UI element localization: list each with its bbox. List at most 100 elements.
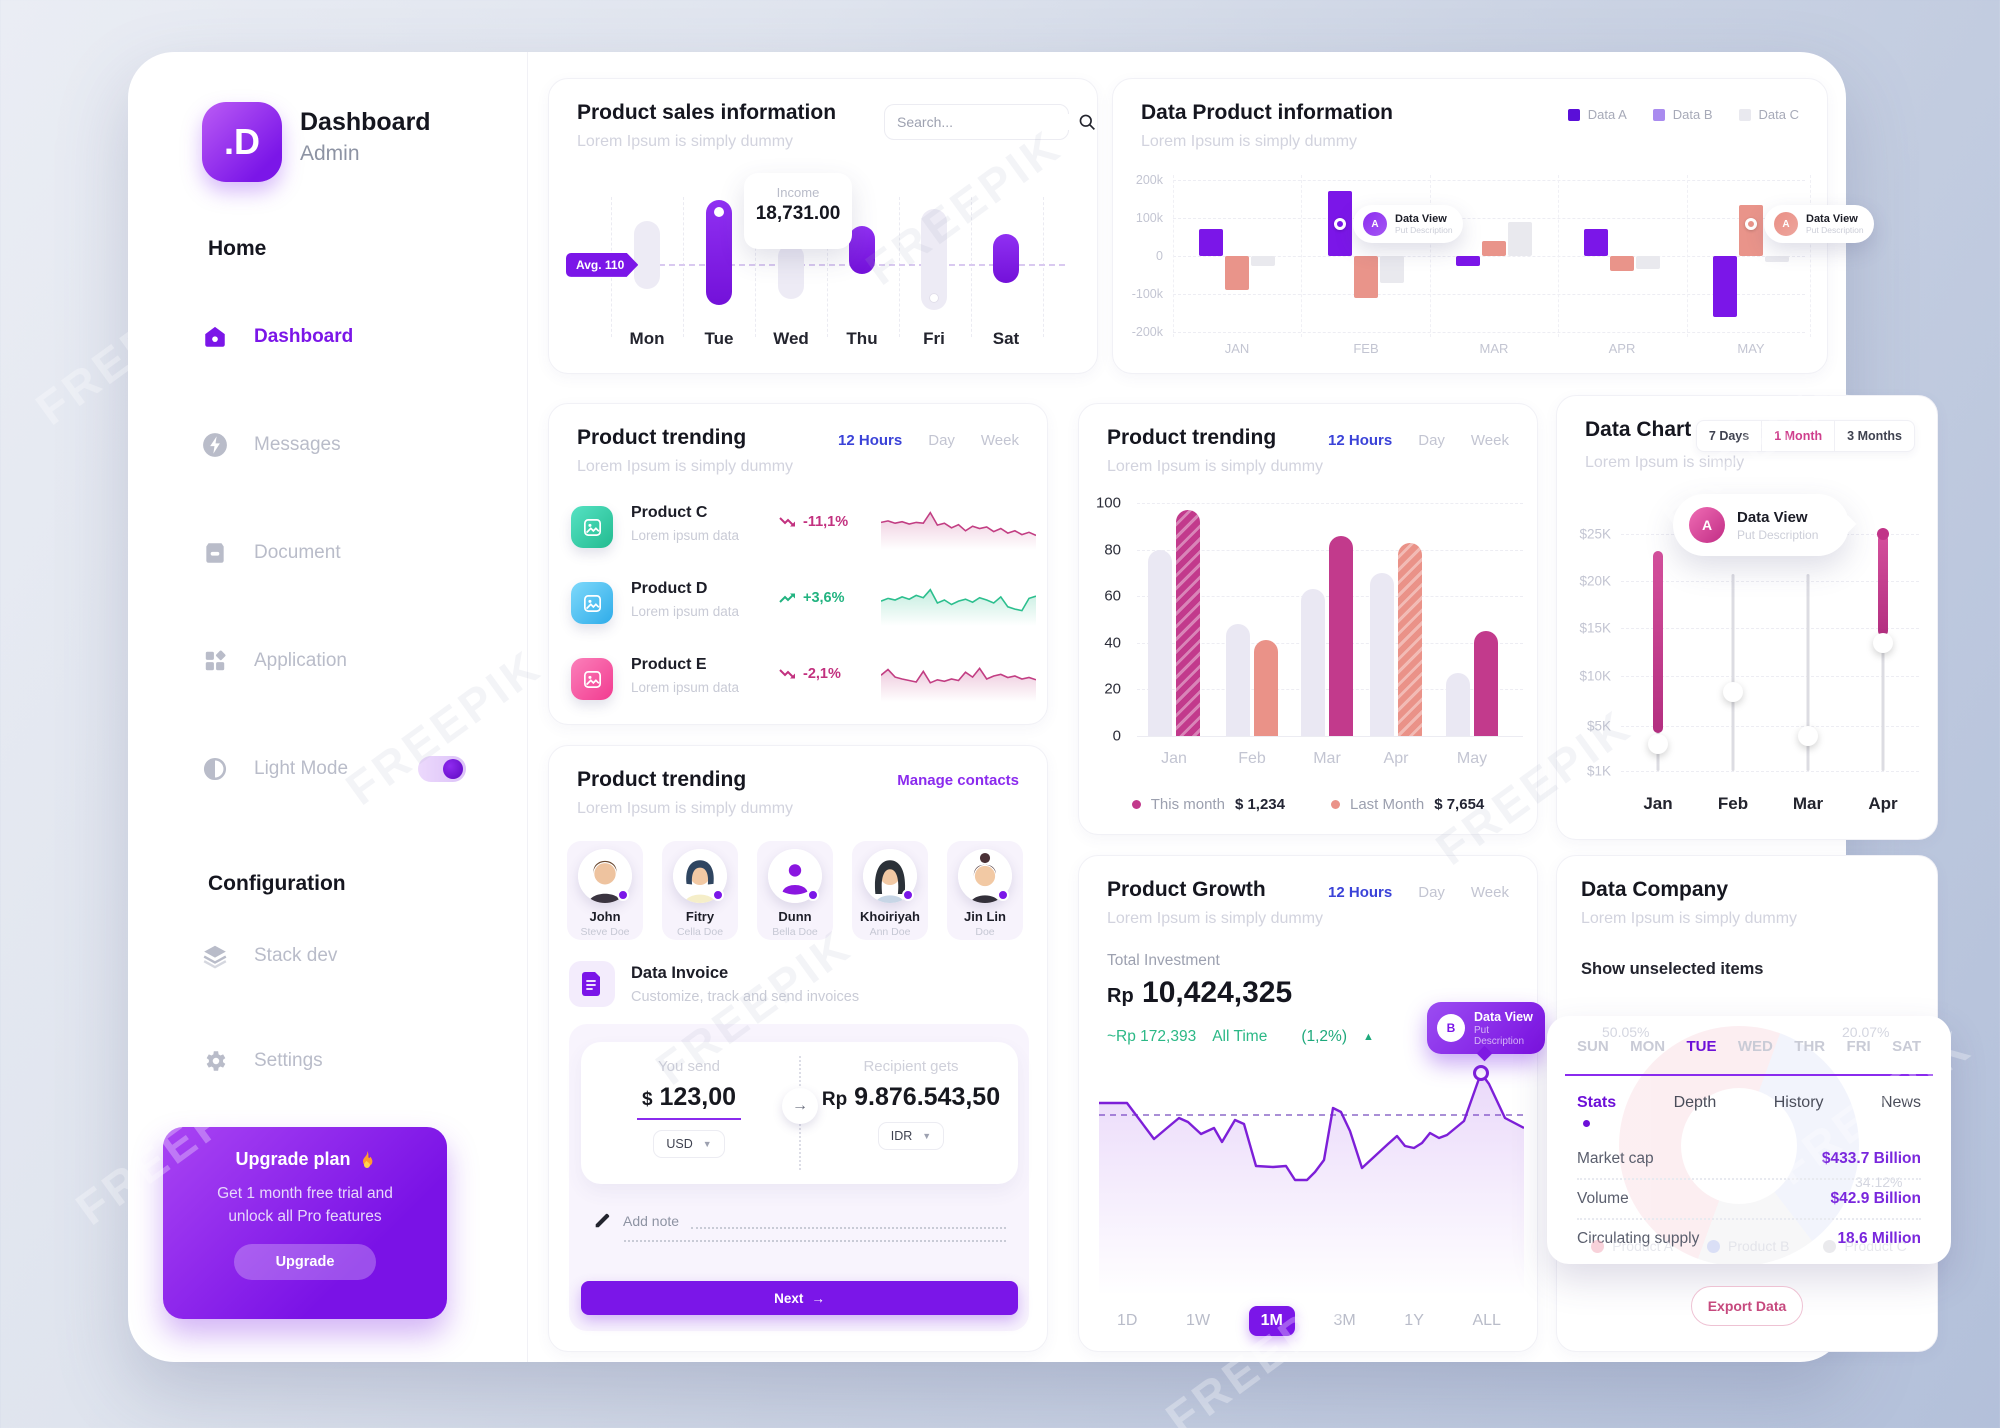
receive-currency-select[interactable]: IDR ▼ — [877, 1122, 945, 1150]
sidebar-item-stack-dev[interactable]: Stack dev — [202, 932, 502, 980]
weekday-tab-fri[interactable]: FRI — [1846, 1038, 1871, 1055]
gridline — [1137, 503, 1523, 504]
sidebar-item-messages[interactable]: Messages — [202, 421, 502, 469]
legend-value: $ 7,654 — [1434, 796, 1485, 813]
range-tab-1m[interactable]: 1M — [1248, 1306, 1295, 1336]
range-option-1-month[interactable]: 1 Month — [1761, 421, 1834, 451]
stats-tab-depth[interactable]: Depth — [1673, 1094, 1717, 1111]
contact-card-fitry[interactable]: Fitry Cella Doe — [662, 841, 738, 940]
lollipop-marker — [1723, 682, 1743, 702]
show-unselected-items-label[interactable]: Show unselected items — [1581, 960, 1764, 978]
bar-apr-data-a — [1584, 229, 1608, 256]
legend-label: This month — [1150, 796, 1225, 813]
stat-label: Market cap — [1577, 1150, 1654, 1167]
tooltip-title: Data View — [1806, 213, 1858, 225]
sidebar-item-light-mode[interactable]: Light Mode — [202, 745, 502, 793]
y-axis-label: 100k — [1135, 211, 1163, 225]
contact-name: Khoiriyah — [860, 909, 920, 924]
gridline — [1173, 332, 1805, 333]
sidebar-item-document[interactable]: Document — [202, 529, 502, 577]
bar-mar-highlight — [1329, 535, 1353, 736]
tooltip-subtitle: Put Description — [1474, 1024, 1525, 1047]
stat-value: $433.7 Billion — [1821, 1150, 1921, 1167]
range-tab-all[interactable]: ALL — [1472, 1312, 1501, 1329]
stats-tab-stats[interactable]: Stats — [1577, 1094, 1617, 1127]
trending-bars-tab-day[interactable]: Day — [1418, 432, 1445, 449]
card-subtitle: Lorem Ipsum is simply dummy — [1107, 458, 1324, 475]
manage-contacts-link[interactable]: Manage contacts — [897, 772, 1019, 789]
upgrade-plan-card: Upgrade plan Get 1 month free trial and … — [163, 1127, 447, 1319]
bar-may-data-b — [1739, 204, 1763, 256]
trending-list-tab-day[interactable]: Day — [928, 432, 955, 449]
send-amount[interactable]: $ 123,00 — [642, 1083, 736, 1111]
lollipop-marker — [1873, 632, 1893, 653]
weekday-tab-sun[interactable]: SUN — [1577, 1038, 1609, 1055]
gridline — [1137, 736, 1523, 737]
note-line[interactable] — [624, 1240, 1006, 1242]
trending-bars-tab-12-hours[interactable]: 12 Hours — [1328, 432, 1393, 449]
search-box[interactable] — [884, 104, 1095, 140]
product-list-item[interactable]: Product C Lorem ipsum data -11,1% — [549, 504, 1047, 560]
send-label: You send — [657, 1058, 720, 1075]
growth-tab-week[interactable]: Week — [1470, 884, 1509, 901]
contact-card-khoiriyah[interactable]: Khoiriyah Ann Doe — [852, 841, 928, 940]
range-tab-1w[interactable]: 1W — [1186, 1312, 1211, 1329]
sidebar-item-label: Document — [254, 542, 341, 563]
weekday-tab-sat[interactable]: SAT — [1892, 1038, 1921, 1055]
gridline — [1621, 581, 1919, 582]
trending-list-tab-week[interactable]: Week — [980, 432, 1019, 449]
search-icon[interactable] — [1078, 113, 1096, 131]
light-mode-toggle[interactable] — [418, 756, 466, 782]
trend-down-icon — [779, 667, 796, 681]
send-currency-select[interactable]: USD ▼ — [653, 1130, 725, 1158]
trending-list-tab-12-hours[interactable]: 12 Hours — [838, 432, 903, 449]
convert-arrow-button[interactable]: → — [782, 1088, 818, 1124]
range-option-3-months[interactable]: 3 Months — [1834, 421, 1914, 451]
growth-tab-day[interactable]: Day — [1418, 884, 1445, 901]
bar-apr-base — [1370, 572, 1394, 736]
divider — [1577, 1218, 1921, 1220]
growth-tab-12-hours[interactable]: 12 Hours — [1328, 884, 1393, 901]
range-option-7-days[interactable]: 7 Days — [1708, 429, 1750, 443]
sidebar-item-settings[interactable]: Settings — [202, 1037, 502, 1085]
bar-mar-data-a — [1456, 256, 1480, 266]
stat-row-circulating-supply: Circulating supply 18.6 Million — [1577, 1230, 1921, 1248]
range-tab-1d[interactable]: 1D — [1117, 1312, 1138, 1329]
contact-name: Jin Lin — [964, 909, 1006, 924]
sidebar-item-application[interactable]: Application — [202, 637, 502, 685]
product-description: Lorem ipsum data — [631, 680, 740, 695]
bar-may-base — [1446, 673, 1470, 736]
range-tab-1y[interactable]: 1Y — [1404, 1312, 1424, 1329]
note-line[interactable] — [691, 1213, 1006, 1229]
trending-bars-tab-week[interactable]: Week — [1470, 432, 1509, 449]
range-tab-3m[interactable]: 3M — [1333, 1312, 1356, 1329]
y-axis-label: 20 — [1104, 680, 1121, 698]
stat-row-market-cap: Market cap $433.7 Billion — [1577, 1150, 1921, 1168]
contact-card-jin-lin[interactable]: Jin Lin Doe — [947, 841, 1023, 940]
search-input[interactable] — [897, 114, 1078, 130]
upgrade-button[interactable]: Upgrade — [233, 1244, 377, 1280]
receive-column: Recipient gets Rp 9.876.543,50 IDR ▼ — [811, 1042, 1011, 1150]
product-list-item[interactable]: Product E Lorem ipsum data -2,1% — [549, 656, 1047, 712]
add-note-field[interactable]: Add note — [623, 1213, 680, 1229]
data-chart-card: Data Chart Lorem Ipsum is simply 7 Days 1… — [1556, 395, 1938, 840]
product-list-item[interactable]: Product D Lorem ipsum data +3,6% — [549, 580, 1047, 636]
export-data-button[interactable]: Export Data — [1691, 1286, 1803, 1326]
stats-tab-news[interactable]: News — [1880, 1094, 1921, 1111]
y-axis-label: $15K — [1579, 620, 1611, 636]
weekday-tab-mon[interactable]: MON — [1630, 1038, 1666, 1055]
sales-bar-wed — [778, 244, 804, 300]
product-name: Product C — [631, 504, 708, 521]
weekday-tab-thr[interactable]: THR — [1794, 1038, 1826, 1055]
next-button[interactable]: Next → — [581, 1281, 1018, 1315]
contact-card-dunn[interactable]: Dunn Bella Doe — [757, 841, 833, 940]
stats-tab-history[interactable]: History — [1773, 1094, 1824, 1111]
weekday-tab-wed[interactable]: WED — [1737, 1038, 1773, 1055]
legend-swatch — [1652, 108, 1665, 121]
time-range-tabs: 1D 1W 1M 3M 1Y ALL — [1107, 1306, 1511, 1336]
average-badge: Avg. 110 — [566, 252, 639, 277]
weekday-tab-tue[interactable]: TUE — [1686, 1038, 1717, 1055]
delta-value: ~Rp 172,393 — [1107, 1028, 1197, 1045]
sidebar-item-dashboard[interactable]: Dashboard — [202, 313, 502, 361]
contact-card-john[interactable]: John Steve Doe — [567, 841, 643, 940]
